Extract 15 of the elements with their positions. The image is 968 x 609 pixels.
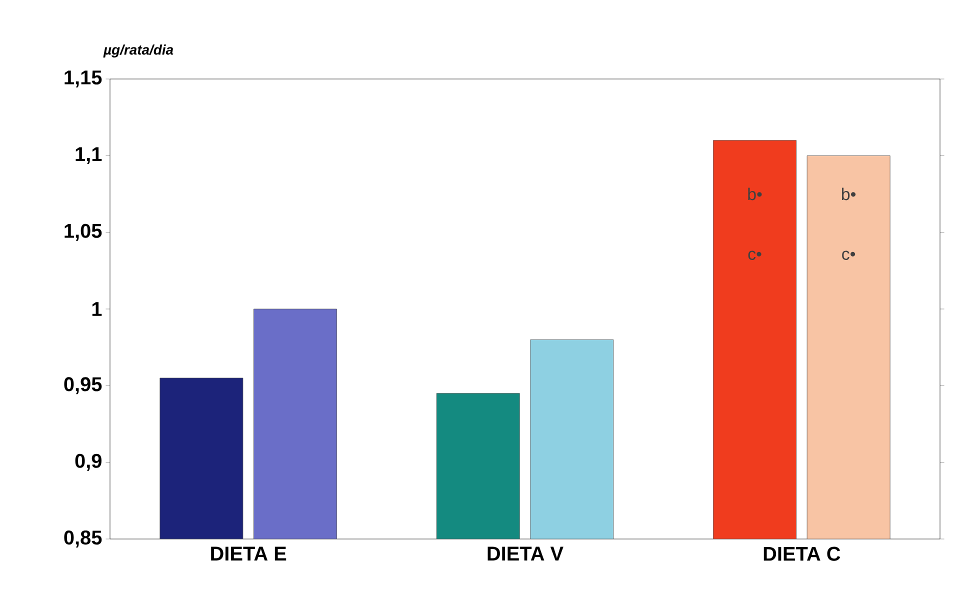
y-tick-label: 0,9 [75, 454, 102, 471]
x-tick-label: DIETA V [488, 546, 564, 560]
y-tick-label: 1,15 [64, 70, 102, 88]
y-tick-label: 1 [92, 302, 102, 316]
annotation: b• [842, 188, 856, 200]
x-tick-label: DIETA E [211, 546, 286, 560]
y-tick-label: 0,95 [64, 377, 102, 394]
annotation: c• [748, 250, 762, 260]
annotation: c• [842, 250, 856, 260]
y-tick-label: 1,1 [76, 147, 102, 164]
y-tick-label: 1,05 [64, 224, 102, 241]
x-tick-label: DIETA C [764, 546, 840, 561]
y-tick-label: 0,85 [64, 530, 102, 548]
y-axis-title: µg/rata/dia [103, 44, 174, 58]
annotation: b• [748, 188, 762, 200]
